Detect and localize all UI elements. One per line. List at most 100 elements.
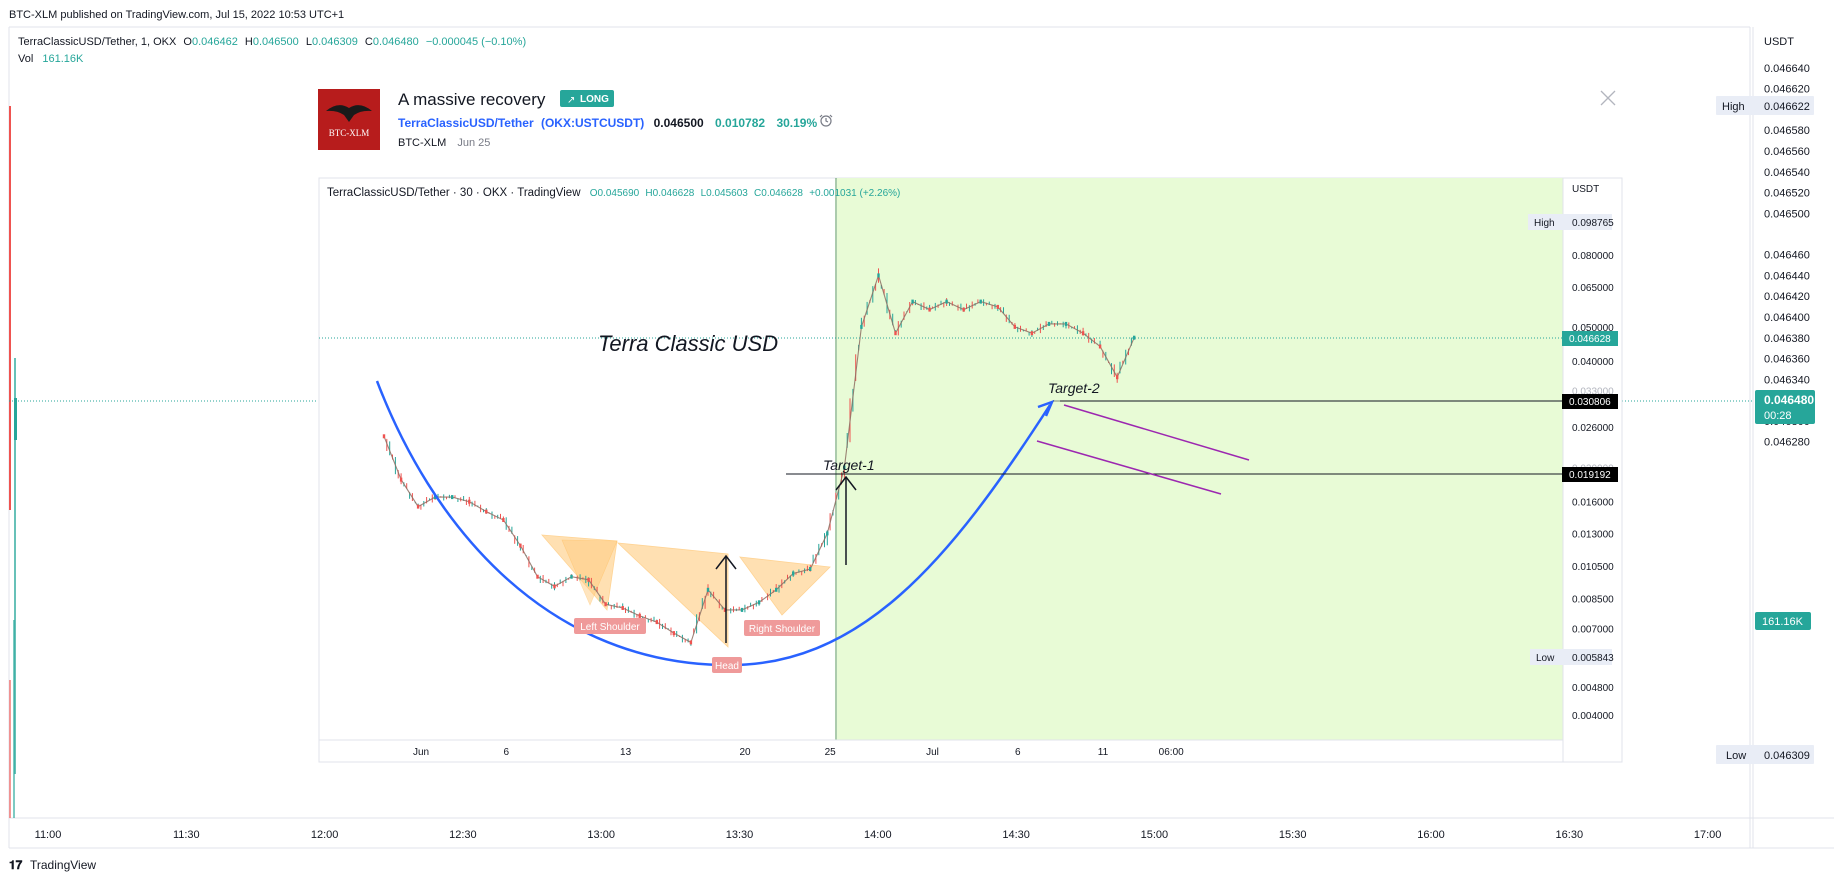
author-avatar[interactable]: BTC-XLM [318, 89, 380, 150]
inner-y-tick: 0.004800 [1572, 683, 1614, 694]
svg-text:TerraClassicUSD/Tether, 1, OKX: TerraClassicUSD/Tether, 1, OKX O0.046462… [18, 36, 526, 48]
idea-symbol-code[interactable]: (OKX:USTCUSDT) [541, 116, 644, 130]
main-x-tick: 15:30 [1279, 829, 1307, 841]
price-point [1013, 324, 1016, 329]
inner-axis-unit: USDT [1572, 184, 1599, 195]
main-x-tick: 14:00 [864, 829, 892, 841]
main-left-bars [9, 106, 17, 818]
price-point [962, 307, 965, 312]
close-icon[interactable] [1600, 90, 1616, 106]
idea-symbol-link[interactable]: TerraClassicUSD/Tether [398, 116, 534, 130]
inner-x-tick: 11 [1098, 747, 1109, 758]
right-shoulder-triangle [739, 556, 831, 616]
inner-y-tick-faint: 0.033000 [1572, 387, 1614, 398]
target2-label: Target-2 [1048, 380, 1100, 396]
vol-label: Vol [18, 53, 33, 65]
idea-date: Jun 25 [457, 137, 490, 149]
head-arrow [715, 554, 737, 643]
main-time-axis: 11:00 11:30 12:00 12:30 13:00 13:30 14:00 14:30… [35, 829, 1722, 841]
inner-high-label: High [1534, 218, 1555, 229]
main-y-tick: 0.046440 [1764, 271, 1810, 283]
main-y-tick: 0.046340 [1764, 374, 1810, 386]
avatar-text: BTC-XLM [329, 128, 370, 138]
price-point [826, 531, 829, 536]
price-point [1030, 331, 1034, 336]
inner-legend: TerraClassicUSD/Tether · 30 · OKX · Trad… [327, 187, 900, 199]
price-point [1133, 335, 1136, 340]
long-arrow-icon: ↗ [567, 95, 575, 106]
inner-time-axis: Jun 6 13 20 25 Jul 6 11 06:00 [413, 747, 1184, 758]
main-y-tick: 0.046380 [1764, 333, 1810, 345]
inner-x-tick: 20 [739, 747, 751, 758]
left-red-vol [9, 680, 11, 818]
main-last-price-badge: 0.046480 00:28 [1755, 390, 1815, 424]
price-point [894, 331, 897, 336]
head-label: Head [712, 657, 742, 673]
main-high-value: 0.046622 [1764, 101, 1810, 113]
inner-y-tick: 0.010500 [1572, 562, 1614, 573]
inner-c: C0.046628 [754, 188, 803, 199]
idea-author[interactable]: BTC-XLM [398, 137, 446, 149]
price-point [723, 607, 727, 612]
inner-y-tick: 0.008500 [1572, 595, 1614, 606]
inner-y-tick: 0.026000 [1572, 423, 1614, 434]
main-y-tick: 0.046400 [1764, 312, 1810, 324]
main-axis-unit: USDT [1764, 36, 1794, 48]
inner-y-tick: 0.007000 [1572, 625, 1614, 636]
price-point [928, 307, 931, 312]
price-point [757, 600, 761, 605]
inner-chart: TerraClassicUSD/Tether · 30 · OKX · Trad… [318, 177, 1623, 763]
main-x-tick: 14:30 [1002, 829, 1030, 841]
l-value: 0.046309 [312, 36, 358, 48]
inner-y-tick: 0.004000 [1572, 711, 1614, 722]
inner-low-value: 0.005843 [1572, 653, 1614, 664]
inner-y-tick: 0.016000 [1572, 498, 1614, 509]
price-point [587, 577, 590, 582]
target1-price: 0.019192 [1569, 470, 1611, 481]
main-y-tick: 0.046520 [1764, 188, 1810, 200]
price-point [536, 574, 539, 579]
head-and-shoulders-pattern [541, 534, 831, 648]
alarm-clock-icon[interactable] [819, 114, 833, 127]
price-point [740, 607, 744, 612]
price-series [382, 268, 1136, 646]
right-shoulder-text: Right Shoulder [749, 624, 816, 635]
publish-info: BTC-XLM published on TradingView.com, Ju… [9, 9, 344, 21]
main-x-tick: 15:00 [1141, 829, 1169, 841]
main-x-tick: 17:00 [1694, 829, 1722, 841]
left-shoulder-text: Left Shoulder [580, 622, 640, 633]
target1-price-badge: 0.019192 [1562, 467, 1618, 482]
main-x-tick: 16:00 [1417, 829, 1445, 841]
main-y-tick: 0.046360 [1764, 354, 1810, 366]
price-point [1116, 375, 1119, 380]
price-point [416, 504, 420, 509]
o-value: 0.046462 [192, 36, 238, 48]
main-y-tick: 0.046420 [1764, 291, 1810, 303]
main-volume-badge-text: 161.16K [1762, 616, 1804, 628]
main-high-label: High [1722, 101, 1745, 113]
idea-title: A massive recovery [398, 90, 546, 109]
price-point [843, 465, 846, 470]
price-point [860, 324, 863, 329]
target2-price-badge: 0.030806 [1562, 394, 1618, 409]
price-point [775, 587, 778, 592]
main-symbol: TerraClassicUSD/Tether, 1, OKX [18, 36, 177, 48]
right-shoulder-label: Right Shoulder [744, 620, 820, 636]
inner-x-tick: 6 [504, 747, 510, 758]
inner-last-value: 0.046628 [1569, 334, 1611, 345]
price-point [945, 299, 948, 304]
inner-x-tick: 13 [620, 747, 632, 758]
svg-text:Vol 161.16K: Vol 161.16K [18, 53, 84, 65]
target2-price: 0.030806 [1569, 397, 1611, 408]
price-point [553, 584, 556, 589]
left-red-bar [9, 106, 11, 510]
main-y-tick: 0.046500 [1764, 208, 1810, 220]
idea-change: 0.010782 [715, 116, 765, 130]
inner-h: H0.046628 [645, 188, 694, 199]
purple-line-upper [1063, 404, 1250, 461]
idea-symbol-line: TerraClassicUSD/Tether (OKX:USTCUSDT) 0.… [398, 116, 817, 130]
main-last-price: 0.046480 [1764, 393, 1814, 407]
main-y-tick: 0.046620 [1764, 84, 1810, 96]
main-x-tick: 11:30 [173, 829, 200, 841]
footer-brand: TradingView [30, 858, 96, 872]
